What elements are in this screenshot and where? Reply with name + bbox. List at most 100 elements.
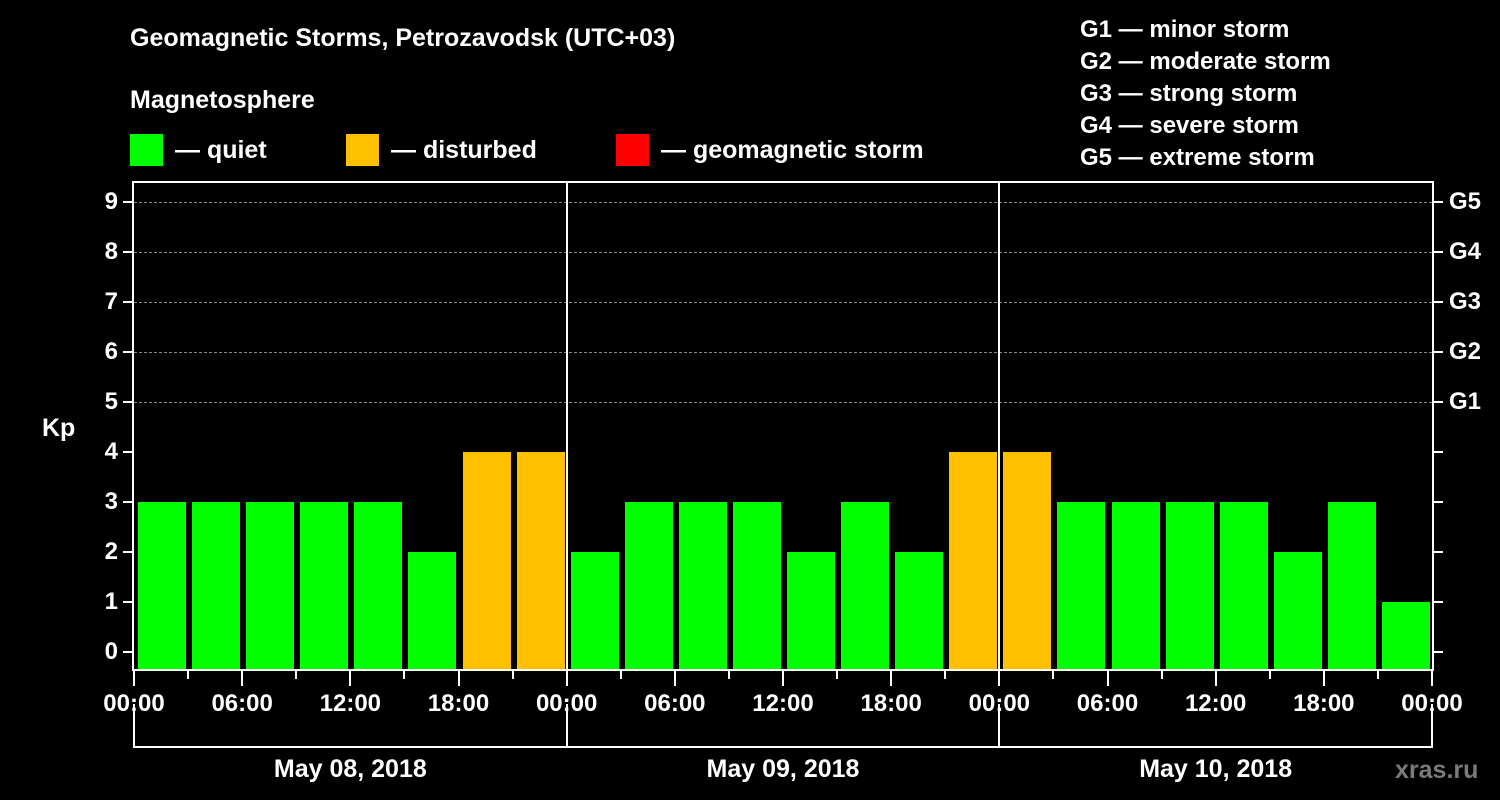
y-tick-label: 8 (104, 238, 118, 265)
legend-label: — quiet (175, 135, 267, 164)
y-tick (123, 551, 132, 553)
x-tick (727, 670, 730, 679)
legend-swatch-disturbed (346, 134, 379, 166)
legend-label: — geomagnetic storm (661, 135, 924, 164)
x-tick (241, 670, 244, 686)
x-tick (1322, 670, 1325, 686)
y-tick (123, 501, 132, 503)
y-tick-label: 1 (104, 588, 118, 615)
day-bracket (133, 704, 568, 748)
y-tick-right (1434, 551, 1443, 553)
y-tick-label: 9 (104, 188, 118, 215)
x-tick (565, 670, 568, 686)
kp-bar (462, 452, 511, 669)
kp-bar (1111, 502, 1160, 669)
x-tick (1052, 670, 1055, 679)
x-tick (998, 670, 1001, 686)
y-tick-right (1434, 401, 1443, 403)
kp-bar (300, 502, 349, 669)
y-tick-right (1434, 301, 1443, 303)
grid-line (134, 202, 1432, 203)
storm-scale-item: G1 — minor storm (1080, 16, 1290, 43)
grid-line (134, 252, 1432, 253)
kp-bar (192, 502, 241, 669)
x-tick-label: 12:00 (319, 690, 382, 717)
g-scale-label: G4 (1449, 238, 1482, 265)
kp-bar (1327, 502, 1376, 669)
y-tick-label: 2 (104, 538, 118, 565)
storm-scale-legend: G1 — minor storm G2 — moderate storm G3 … (1080, 14, 1331, 174)
g-scale-label: G5 (1449, 188, 1482, 215)
day-label: May 09, 2018 (706, 755, 860, 783)
kp-bar (408, 552, 457, 669)
x-tick (1214, 670, 1217, 686)
kp-bar (841, 502, 890, 669)
kp-bar (624, 502, 673, 669)
x-tick (673, 670, 676, 686)
kp-bar (1381, 602, 1430, 669)
x-tick-label: 18:00 (860, 690, 922, 717)
storm-scale-item: G5 — extreme storm (1080, 144, 1315, 171)
watermark: xras.ru (1395, 756, 1479, 784)
storm-scale-item: G2 — moderate storm (1080, 48, 1331, 75)
kp-bar (949, 452, 998, 669)
y-tick-right (1434, 601, 1443, 603)
legend-quiet: — quiet (130, 134, 267, 166)
kp-bar (354, 502, 403, 669)
grid-line (134, 302, 1432, 303)
x-tick (1431, 670, 1433, 686)
x-tick (782, 670, 784, 686)
x-tick (133, 670, 135, 686)
legend-disturbed: — disturbed (346, 134, 537, 166)
x-tick (836, 670, 839, 679)
x-tick (1376, 670, 1379, 679)
g-scale-label: G2 (1449, 338, 1482, 365)
storm-scale-item: G3 — strong storm (1080, 80, 1298, 107)
kp-bar (1003, 452, 1052, 669)
y-tick-right (1434, 451, 1443, 453)
x-tick (1268, 670, 1271, 679)
legend-swatch-storm (616, 134, 649, 166)
chart-title: Geomagnetic Storms, Petrozavodsk (UTC+03… (130, 24, 676, 52)
y-tick-label: 4 (104, 438, 118, 465)
x-tick (187, 670, 190, 679)
y-tick (123, 401, 132, 403)
x-tick (349, 670, 352, 686)
y-tick-right (1434, 651, 1443, 653)
storm-scale-item: G4 — severe storm (1080, 112, 1299, 139)
y-tick-label: 0 (104, 638, 118, 665)
day-separator (565, 183, 568, 669)
kp-bar (1273, 552, 1322, 669)
x-tick (1106, 670, 1109, 686)
y-tick (123, 601, 132, 603)
y-tick (123, 251, 132, 253)
y-tick-label: 5 (104, 388, 118, 415)
grid-line (134, 402, 1432, 403)
legend-swatch-quiet (130, 134, 163, 166)
kp-bar (1165, 502, 1214, 669)
x-tick (295, 670, 298, 679)
kp-bar (1057, 502, 1106, 669)
y-tick-label: 6 (104, 338, 118, 365)
day-separator (998, 183, 1001, 669)
x-tick (619, 670, 622, 679)
g-scale-label: G3 (1449, 288, 1482, 315)
x-tick-label: 18:00 (1293, 690, 1355, 717)
y-tick (123, 201, 132, 203)
y-tick (123, 351, 132, 353)
grid-line (134, 352, 1432, 353)
kp-bar (732, 502, 781, 669)
x-tick-label: 12:00 (752, 690, 814, 717)
kp-bar (1219, 502, 1268, 669)
y-tick-right (1434, 351, 1443, 353)
x-tick (890, 670, 893, 686)
day-label: May 10, 2018 (1139, 755, 1293, 783)
y-tick (123, 651, 132, 653)
y-tick-right (1434, 501, 1443, 503)
y-tick (123, 451, 132, 453)
y-tick-right (1434, 201, 1443, 203)
y-tick-label: 7 (104, 288, 118, 315)
x-tick (511, 670, 514, 679)
kp-bar (895, 552, 944, 669)
day-label: May 08, 2018 (273, 755, 427, 783)
